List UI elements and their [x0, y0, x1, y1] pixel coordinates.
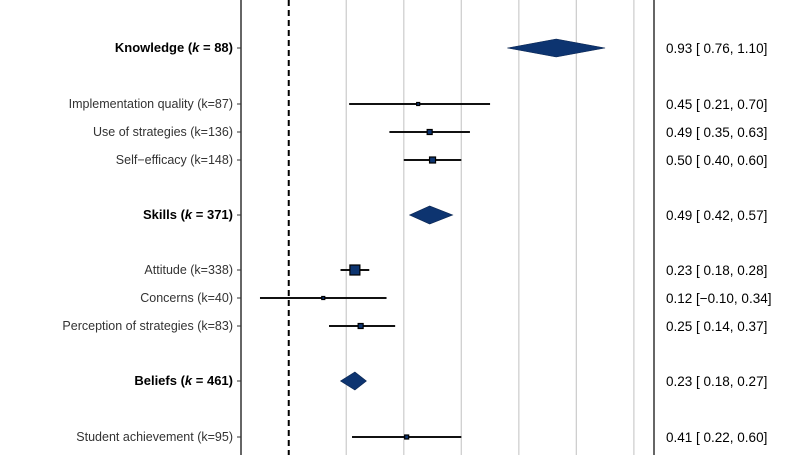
row-label: Student achievement (k=95)	[76, 430, 233, 444]
summary-label: Skills (k = 371)	[143, 207, 233, 222]
estimate-ci-text: 0.49 [ 0.35, 0.63]	[666, 125, 767, 140]
point-estimate	[428, 156, 437, 164]
estimate-ci-text: 0.25 [ 0.14, 0.37]	[666, 319, 767, 334]
estimate-ci-text: 0.49 [ 0.42, 0.57]	[666, 208, 767, 223]
summary-diamond	[408, 205, 454, 225]
estimate-ci-text: 0.45 [ 0.21, 0.70]	[666, 97, 767, 112]
summary-diamond	[339, 371, 367, 391]
estimate-ci-text: 0.41 [ 0.22, 0.60]	[666, 430, 767, 445]
row-label: Attitude (k=338)	[144, 263, 233, 277]
row-label: Self−efficacy (k=148)	[116, 153, 233, 167]
summary-diamond	[507, 38, 606, 58]
estimate-ci-text: 0.93 [ 0.76, 1.10]	[666, 41, 767, 56]
row-label: Concerns (k=40)	[140, 291, 233, 305]
point-estimate	[416, 101, 421, 107]
estimate-ci-text: 0.23 [ 0.18, 0.27]	[666, 374, 767, 389]
row-label: Use of strategies (k=136)	[93, 125, 233, 139]
summary-label: Beliefs (k = 461)	[134, 373, 233, 388]
point-estimate	[321, 295, 326, 301]
estimate-ci-text: 0.23 [ 0.18, 0.28]	[666, 263, 767, 278]
point-estimate	[404, 434, 410, 440]
point-estimate	[349, 264, 361, 276]
estimate-ci-text: 0.12 [−0.10, 0.34]	[666, 291, 771, 306]
point-estimate	[357, 322, 364, 330]
row-label: Implementation quality (k=87)	[69, 97, 233, 111]
point-estimate	[426, 128, 433, 136]
estimate-ci-text: 0.50 [ 0.40, 0.60]	[666, 153, 767, 168]
summary-label: Knowledge (k = 88)	[115, 40, 233, 55]
row-label: Perception of strategies (k=83)	[62, 319, 233, 333]
